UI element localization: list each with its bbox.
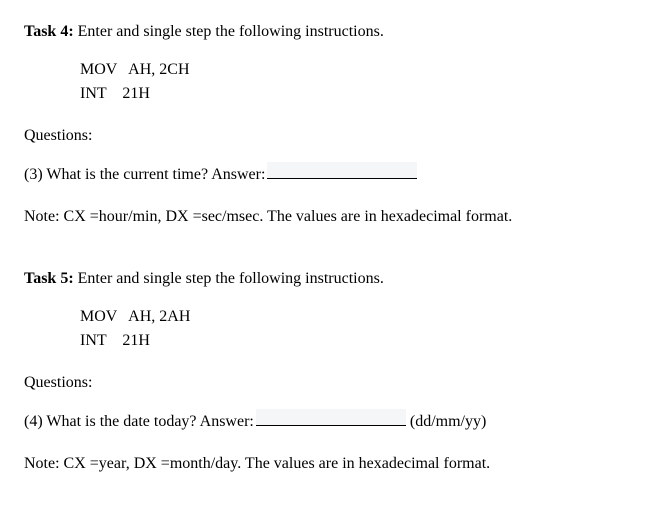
task5-desc: Enter and single step the following inst…: [74, 270, 384, 287]
task4-note-label: Note:: [24, 208, 60, 225]
task4-q3-text: (3) What is the current time? Answer:: [24, 166, 265, 183]
task4-label: Task 4:: [24, 23, 74, 40]
task5-q4-answer-blank[interactable]: [256, 409, 406, 426]
task5-note-label: Note:: [24, 455, 60, 472]
task4-note-text: CX =hour/min, DX =sec/msec. The values a…: [60, 208, 513, 225]
task5-code-line2: INT 21H: [80, 329, 639, 353]
task4-code-line2: INT 21H: [80, 82, 639, 106]
task5-label: Task 5:: [24, 270, 74, 287]
task4-note: Note: CX =hour/min, DX =sec/msec. The va…: [24, 205, 639, 229]
task5-code-line1: MOV AH, 2AH: [80, 305, 639, 329]
task4-heading: Task 4: Enter and single step the follow…: [24, 20, 639, 44]
task4-q3-answer-blank[interactable]: [267, 162, 417, 179]
task5-q4-text: (4) What is the date today? Answer:: [24, 413, 254, 430]
task4-code-line1: MOV AH, 2CH: [80, 58, 639, 82]
task4-questions-label: Questions:: [24, 124, 639, 148]
task5-questions-label: Questions:: [24, 371, 639, 395]
task5-note-text: CX =year, DX =month/day. The values are …: [60, 455, 491, 472]
task5-q4-suffix: (dd/mm/yy): [406, 413, 486, 430]
task4-code: MOV AH, 2CH INT 21H: [80, 58, 639, 106]
task5-code: MOV AH, 2AH INT 21H: [80, 305, 639, 353]
task5-question4: (4) What is the date today? Answer: (dd/…: [24, 409, 639, 434]
task4-question3: (3) What is the current time? Answer:: [24, 162, 639, 187]
task4-desc: Enter and single step the following inst…: [74, 23, 384, 40]
task5-note: Note: CX =year, DX =month/day. The value…: [24, 452, 639, 476]
task5-heading: Task 5: Enter and single step the follow…: [24, 267, 639, 291]
